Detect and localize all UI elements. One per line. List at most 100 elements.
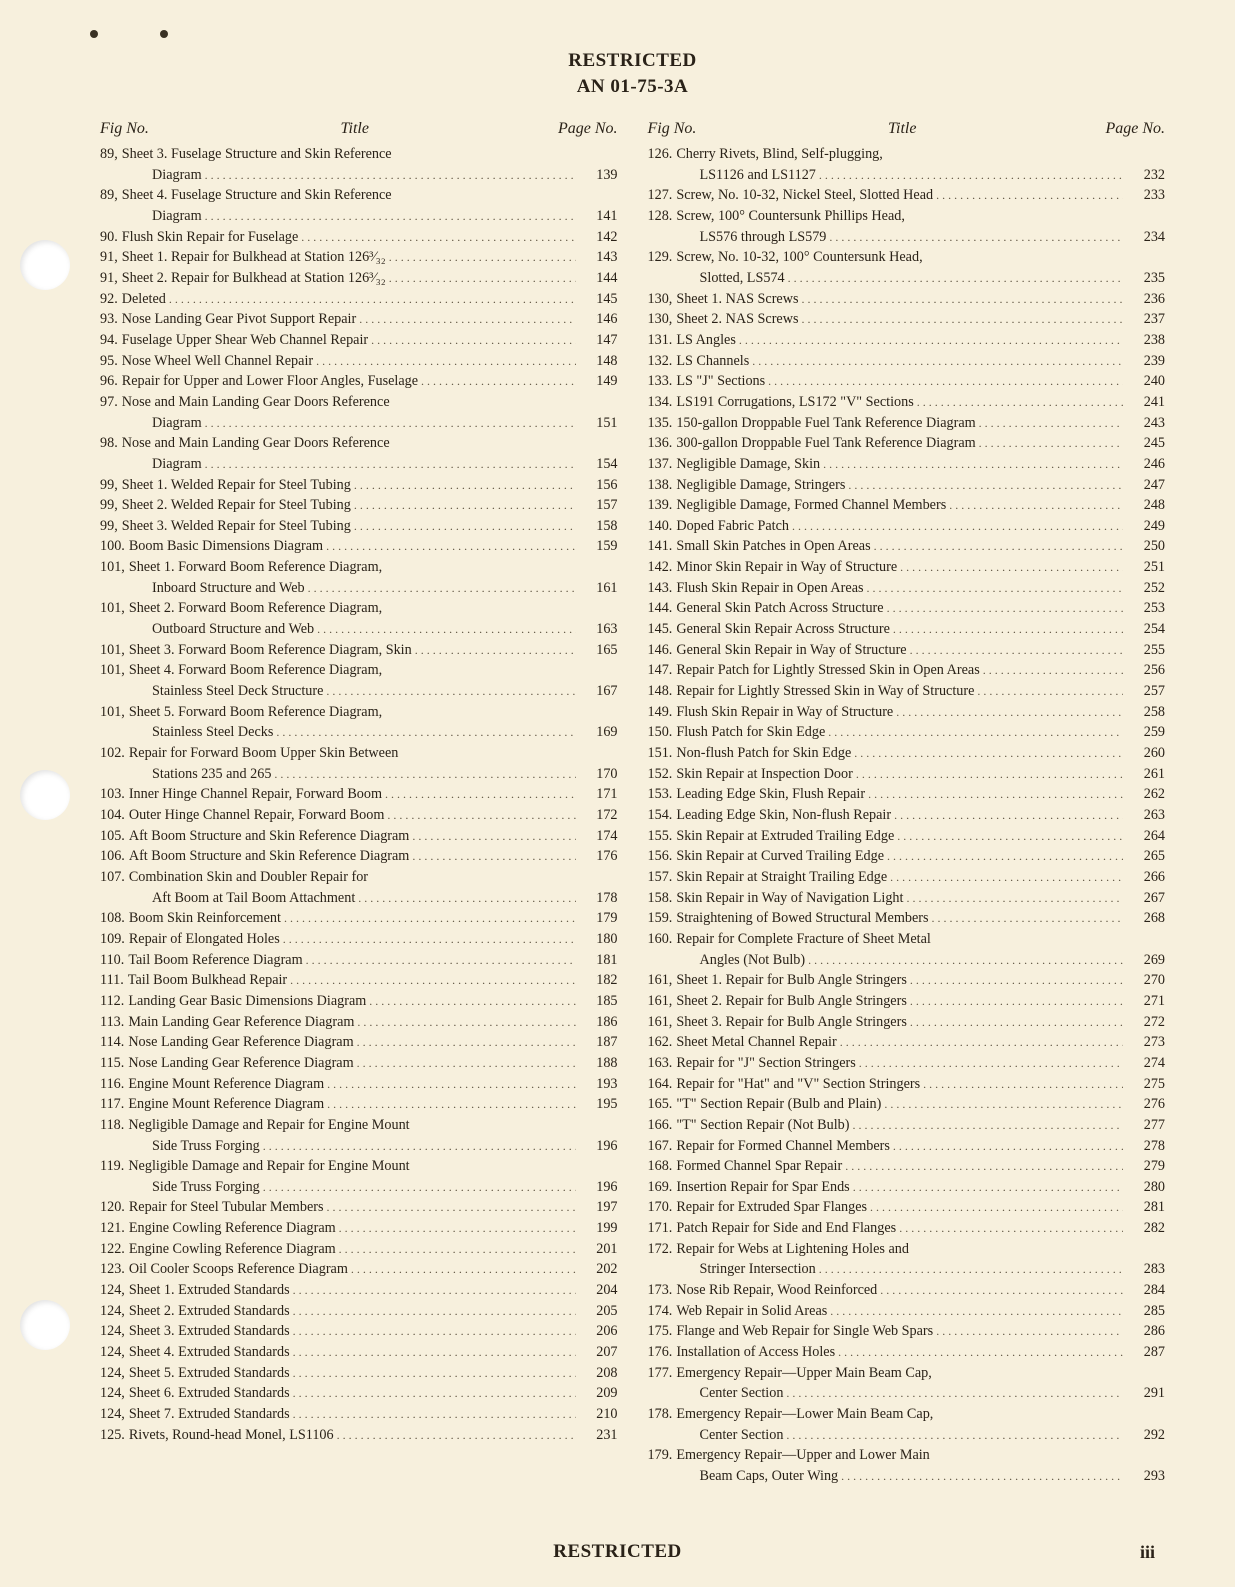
leader-dots: ........................................… xyxy=(826,229,1123,246)
entry-title: Sheet 2. Welded Repair for Steel Tubing xyxy=(122,495,351,515)
entry-page-number: 178 xyxy=(576,888,618,908)
entry-title: Straightening of Bowed Structural Member… xyxy=(676,908,928,928)
entry-page-number: 262 xyxy=(1123,784,1165,804)
entry-title: Negligible Damage, Skin xyxy=(676,454,820,474)
leader-dots: ........................................… xyxy=(865,786,1123,803)
toc-entry: 141.Small Skin Patches in Open Areas....… xyxy=(648,536,1166,556)
classification-footer: RESTRICTED xyxy=(0,1541,1235,1563)
toc-entry-continuation: Inboard Structure and Web...............… xyxy=(100,578,618,598)
toc-entry: 101,Sheet 3. Forward Boom Reference Diag… xyxy=(100,640,618,660)
entry-fig-number: 124, xyxy=(100,1383,129,1403)
toc-entry: 124,Sheet 1. Extruded Standards.........… xyxy=(100,1280,618,1300)
entry-page-number: 176 xyxy=(576,846,618,866)
entry-fig-number: 161, xyxy=(648,991,677,1011)
entry-fig-number: 156. xyxy=(648,846,677,866)
entry-title: Repair for Webs at Lightening Holes and xyxy=(676,1241,909,1257)
entry-title: Sheet 2. Forward Boom Reference Diagram, xyxy=(129,600,382,616)
toc-entry: 99,Sheet 2. Welded Repair for Steel Tubi… xyxy=(100,495,618,515)
entry-page-number: 196 xyxy=(576,1177,618,1197)
toc-entry: 101,Sheet 4. Forward Boom Reference Diag… xyxy=(100,660,618,680)
leader-dots: ........................................… xyxy=(799,311,1124,328)
entry-page-number: 209 xyxy=(576,1383,618,1403)
toc-entry: 120.Repair for Steel Tubular Members....… xyxy=(100,1197,618,1217)
entry-title: Skin Repair at Inspection Door xyxy=(676,764,853,784)
toc-entry: 148.Repair for Lightly Stressed Skin in … xyxy=(648,681,1166,701)
toc-entry: 133.LS "J" Sections.....................… xyxy=(648,371,1166,391)
leader-dots: ........................................… xyxy=(313,353,575,370)
leader-dots: ........................................… xyxy=(853,766,1123,783)
toc-entry: 125.Rivets, Round-head Monel, LS1106....… xyxy=(100,1425,618,1445)
leader-dots: ........................................… xyxy=(368,332,575,349)
leader-dots: ........................................… xyxy=(881,1096,1123,1113)
toc-entry-continuation: Slotted, LS574..........................… xyxy=(648,268,1166,288)
toc-entry: 140.Doped Fabric Patch..................… xyxy=(648,516,1166,536)
leader-dots: ........................................… xyxy=(323,683,575,700)
entry-title: Flush Skin Repair in Way of Structure xyxy=(676,702,893,722)
leader-dots: ........................................… xyxy=(290,1282,576,1299)
entry-fig-number: 151. xyxy=(648,743,677,763)
toc-entry: 102.Repair for Forward Boom Upper Skin B… xyxy=(100,743,618,763)
entry-page-number: 270 xyxy=(1123,970,1165,990)
entry-page-number: 293 xyxy=(1123,1466,1165,1486)
toc-entry: 94.Fuselage Upper Shear Web Channel Repa… xyxy=(100,330,618,350)
entry-title: Screw, 100° Countersunk Phillips Head, xyxy=(676,208,905,224)
toc-entry: 155.Skin Repair at Extruded Trailing Edg… xyxy=(648,826,1166,846)
entry-title: LS "J" Sections xyxy=(676,371,765,391)
entry-page-number: 186 xyxy=(576,1012,618,1032)
entry-title: Sheet 2. NAS Screws xyxy=(676,309,798,329)
entry-fig-number: 99, xyxy=(100,495,122,515)
toc-entry-continuation: Angles (Not Bulb).......................… xyxy=(648,950,1166,970)
entry-title: Skin Repair in Way of Navigation Light xyxy=(676,888,903,908)
toc-entry: 152.Skin Repair at Inspection Door......… xyxy=(648,764,1166,784)
leader-dots: ........................................… xyxy=(355,890,575,907)
toc-entry: 130,Sheet 1. NAS Screws.................… xyxy=(648,289,1166,309)
entry-page-number: 253 xyxy=(1123,598,1165,618)
entry-fig-number: 136. xyxy=(648,433,677,453)
entry-title: Negligible Damage and Repair for Engine … xyxy=(128,1117,409,1133)
leader-dots: ........................................… xyxy=(896,1220,1123,1237)
toc-entry: 116.Engine Mount Reference Diagram......… xyxy=(100,1074,618,1094)
entry-fig-number: 155. xyxy=(648,826,677,846)
entry-fig-number: 162. xyxy=(648,1032,677,1052)
entry-title: LS191 Corrugations, LS172 "V" Sections xyxy=(676,392,913,412)
leader-dots: ........................................… xyxy=(314,621,575,638)
entry-fig-number: 173. xyxy=(648,1280,677,1300)
entry-title: LS1126 and LS1127 xyxy=(700,165,816,185)
entry-title: Sheet 1. Forward Boom Reference Diagram, xyxy=(129,559,382,575)
entry-title: Nose Rib Repair, Wood Reinforced xyxy=(676,1280,877,1300)
entry-fig-number: 152. xyxy=(648,764,677,784)
entry-title: Inner Hinge Channel Repair, Forward Boom xyxy=(129,784,382,804)
toc-entry: 156.Skin Repair at Curved Trailing Edge.… xyxy=(648,846,1166,866)
toc-entry: 165."T" Section Repair (Bulb and Plain).… xyxy=(648,1094,1166,1114)
entry-title: Stringer Intersection xyxy=(700,1259,816,1279)
entry-fig-number: 124, xyxy=(100,1342,129,1362)
entry-page-number: 239 xyxy=(1123,351,1165,371)
toc-entry: 122.Engine Cowling Reference Diagram....… xyxy=(100,1239,618,1259)
entry-title: Repair for "J" Section Stringers xyxy=(676,1053,855,1073)
entry-page-number: 250 xyxy=(1123,536,1165,556)
entry-title: Side Truss Forging xyxy=(152,1177,260,1197)
entry-page-number: 208 xyxy=(576,1363,618,1383)
entry-page-number: 241 xyxy=(1123,392,1165,412)
binder-hole xyxy=(20,770,70,820)
leader-dots: ........................................… xyxy=(409,848,575,865)
entry-title: Sheet 3. Forward Boom Reference Diagram,… xyxy=(129,640,412,660)
leader-dots: ........................................… xyxy=(324,1076,575,1093)
heading-fig: Fig No. xyxy=(100,120,162,138)
entry-page-number: 154 xyxy=(576,454,618,474)
entry-fig-number: 120. xyxy=(100,1197,129,1217)
toc-entry: 113.Main Landing Gear Reference Diagram.… xyxy=(100,1012,618,1032)
entry-title: Oil Cooler Scoops Reference Diagram xyxy=(129,1259,348,1279)
toc-entry-continuation: LS1126 and LS1127.......................… xyxy=(648,165,1166,185)
leader-dots: ........................................… xyxy=(884,848,1123,865)
entry-fig-number: 177. xyxy=(648,1363,677,1383)
entry-fig-number: 118. xyxy=(100,1115,128,1135)
leader-dots: ........................................… xyxy=(920,1076,1123,1093)
entry-title: Engine Mount Reference Diagram xyxy=(128,1094,324,1114)
classification-header: RESTRICTED xyxy=(100,50,1165,72)
toc-entry: 99,Sheet 1. Welded Repair for Steel Tubi… xyxy=(100,475,618,495)
leader-dots: ........................................… xyxy=(897,559,1123,576)
entry-fig-number: 103. xyxy=(100,784,129,804)
leader-dots: ........................................… xyxy=(202,415,576,432)
entry-page-number: 245 xyxy=(1123,433,1165,453)
